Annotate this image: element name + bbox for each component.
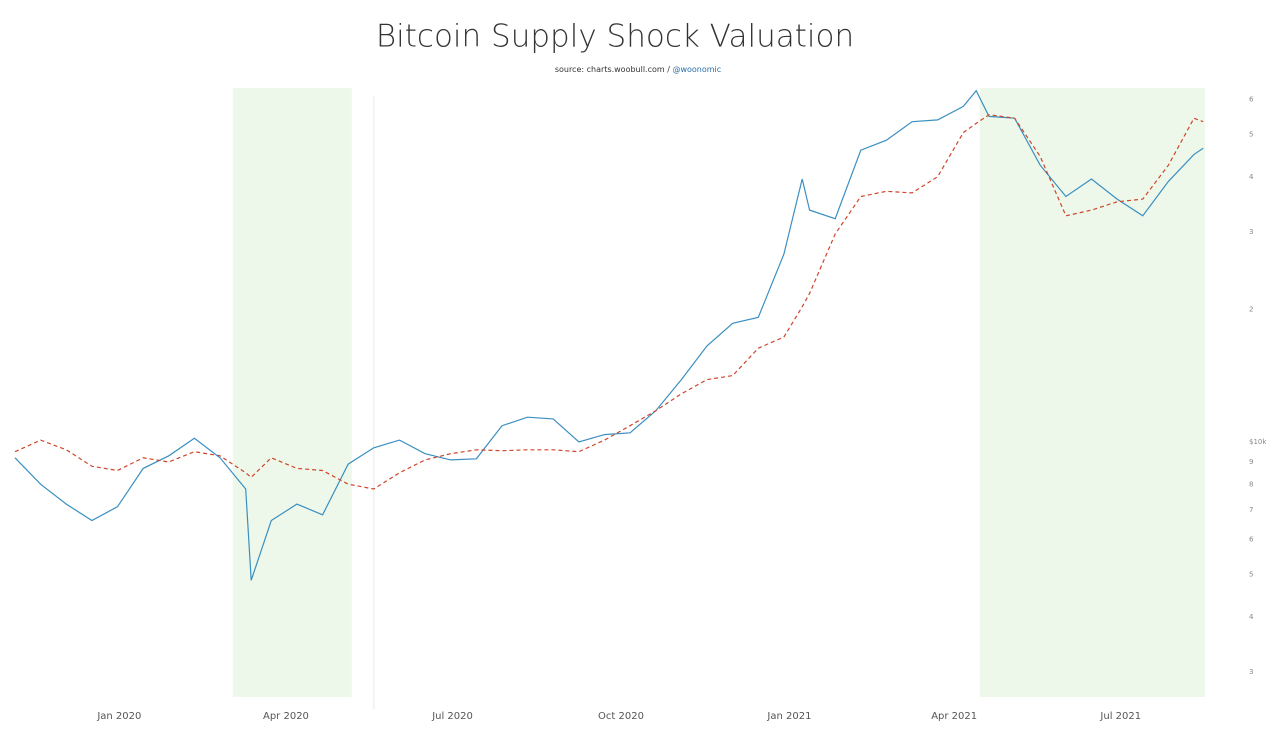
chart-title: Bitcoin Supply Shock Valuation (376, 19, 854, 55)
y-tick-label: 6 (1249, 96, 1254, 104)
y-tick-label: 6 (1249, 536, 1254, 544)
x-tick-label: Jan 2021 (766, 711, 811, 722)
source: source: charts.woobull.com / @woonomic (555, 65, 721, 74)
x-tick-label: Jul 2020 (431, 711, 473, 722)
shaded-region (979, 88, 1205, 697)
shaded-region (232, 88, 352, 697)
y-tick-label: 4 (1249, 173, 1254, 181)
x-tick-label: Jul 2021 (1099, 711, 1141, 722)
y-tick-label: 5 (1249, 570, 1253, 578)
y-tick-label: $10k (1249, 438, 1267, 446)
y-tick-label: 3 (1249, 228, 1253, 236)
series-line (14, 114, 1204, 490)
source-handle: @woonomic (672, 65, 721, 74)
y-tick-label: 2 (1249, 305, 1253, 313)
y-tick-label: 8 (1249, 481, 1253, 489)
y-tick-label: 4 (1249, 613, 1254, 621)
y-tick-label: 9 (1249, 458, 1253, 466)
x-tick-label: Oct 2020 (598, 711, 644, 722)
x-tick-label: Apr 2021 (931, 711, 977, 722)
series-line (14, 89, 1204, 581)
y-tick-label: 5 (1249, 130, 1253, 138)
y-tick-label: 3 (1249, 668, 1253, 676)
source-text: source: charts.woobull.com / (555, 65, 670, 74)
x-tick-label: Jan 2020 (96, 711, 141, 722)
x-tick-label: Apr 2020 (263, 711, 309, 722)
y-tick-label: 7 (1249, 506, 1253, 514)
